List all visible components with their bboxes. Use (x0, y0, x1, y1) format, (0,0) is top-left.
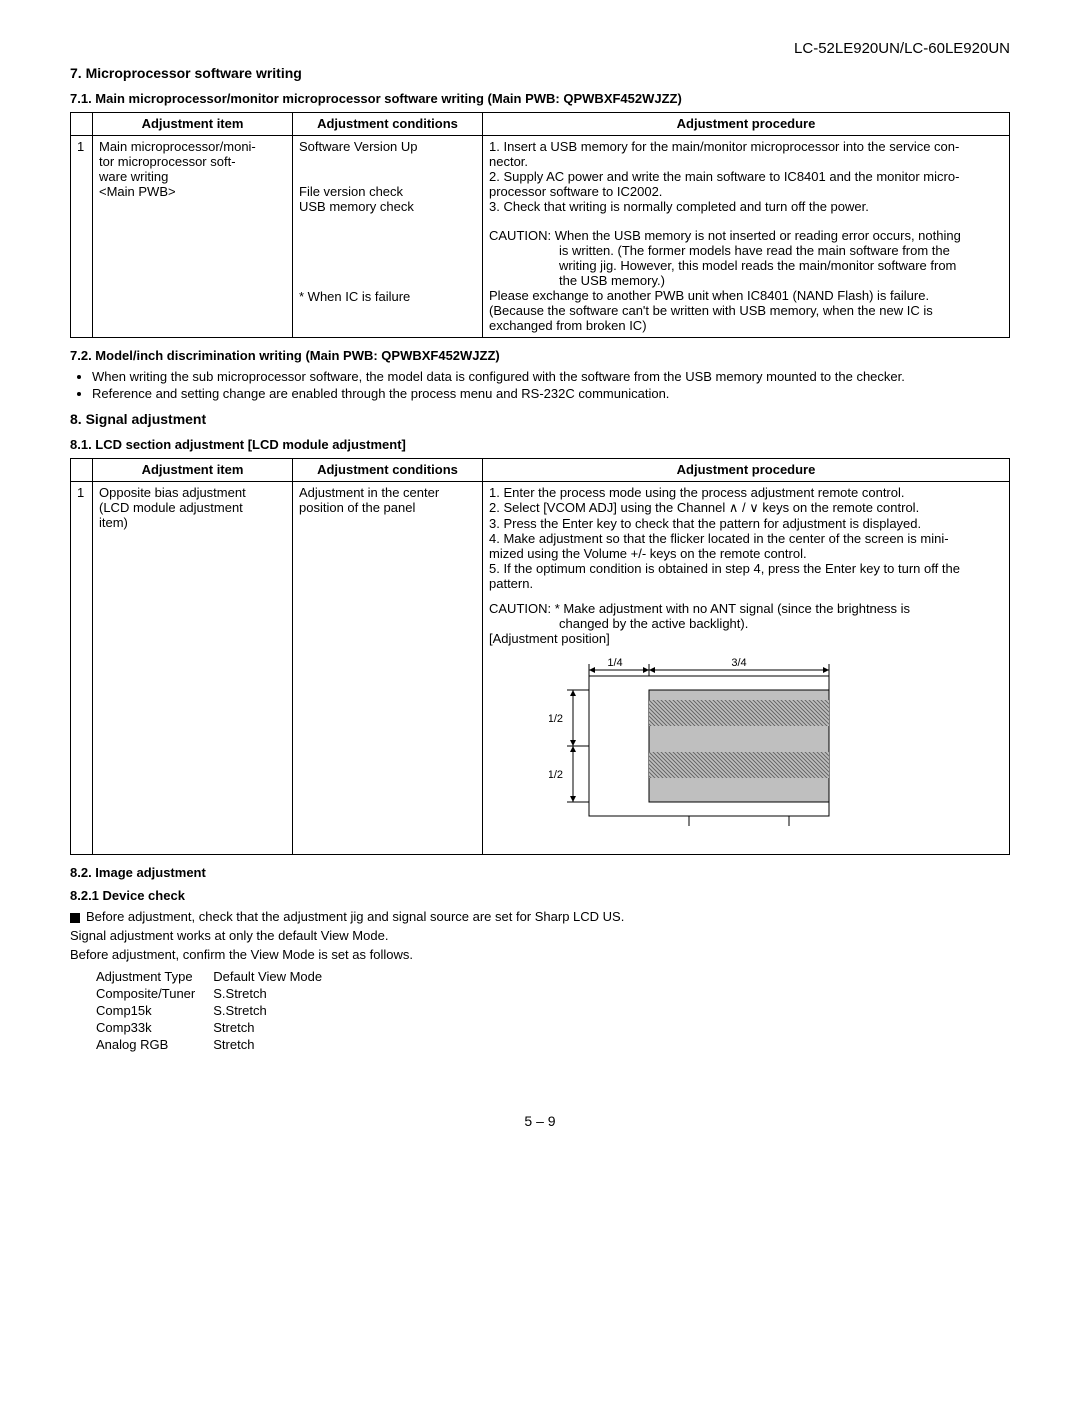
table-row: Adjustment TypeDefault View Mode (96, 968, 340, 985)
bullet-list-7-2: When writing the sub microprocessor soft… (70, 369, 1010, 401)
table-row: Comp33kStretch (96, 1019, 340, 1036)
section-8-1-title: 8.1. LCD section adjustment [LCD module … (70, 437, 1010, 452)
section-7-1-title: 7.1. Main microprocessor/monitor micropr… (70, 91, 1010, 106)
device-check-line2: Signal adjustment works at only the defa… (70, 928, 1010, 943)
label-half-1: 1/2 (549, 713, 563, 725)
table-row: 1 Main microprocessor/moni- tor micropro… (71, 136, 1010, 338)
model-header: LC-52LE920UN/LC-60LE920UN (70, 40, 1010, 57)
cell-num: 1 (71, 136, 93, 338)
table-row: Comp15kS.Stretch (96, 1002, 340, 1019)
list-item: When writing the sub microprocessor soft… (92, 369, 1010, 384)
page-footer: 5 – 9 (70, 1113, 1010, 1129)
table-row: Analog RGBStretch (96, 1036, 340, 1053)
th-item: Adjustment item (93, 459, 293, 482)
section-8-2-1-title: 8.2.1 Device check (70, 888, 1010, 903)
section-7-2-title: 7.2. Model/inch discrimination writing (… (70, 348, 1010, 363)
device-check-line1: Before adjustment, check that the adjust… (70, 909, 1010, 924)
cell-cond: Adjustment in the center position of the… (293, 482, 483, 855)
label-3-4: 3/4 (731, 657, 746, 669)
cell-cond: Software Version Up File version check U… (293, 136, 483, 338)
th-proc: Adjustment procedure (483, 113, 1010, 136)
th-num (71, 459, 93, 482)
square-bullet-icon (70, 913, 80, 923)
th-cond: Adjustment conditions (293, 113, 483, 136)
th-item: Adjustment item (93, 113, 293, 136)
section-8-2-title: 8.2. Image adjustment (70, 865, 1010, 880)
cell-proc: 1. Insert a USB memory for the main/moni… (483, 136, 1010, 338)
cell-item: Opposite bias adjustment (LCD module adj… (93, 482, 293, 855)
device-check-line3: Before adjustment, confirm the View Mode… (70, 947, 1010, 962)
cell-num: 1 (71, 482, 93, 855)
label-1-4: 1/4 (607, 657, 622, 669)
th-proc: Adjustment procedure (483, 459, 1010, 482)
cell-item: Main microprocessor/moni- tor microproce… (93, 136, 293, 338)
view-mode-table: Adjustment TypeDefault View Mode Composi… (96, 968, 340, 1053)
section-7-title: 7. Microprocessor software writing (70, 65, 1010, 81)
th-cond: Adjustment conditions (293, 459, 483, 482)
diagram-svg: 1/4 3/4 (549, 656, 889, 846)
adjustment-position-diagram: 1/4 3/4 (549, 656, 1003, 846)
cell-proc: 1. Enter the process mode using the proc… (483, 482, 1010, 855)
table-row: 1 Opposite bias adjustment (LCD module a… (71, 482, 1010, 855)
table-7-1: Adjustment item Adjustment conditions Ad… (70, 112, 1010, 338)
label-half-2: 1/2 (549, 769, 563, 781)
list-item: Reference and setting change are enabled… (92, 386, 1010, 401)
table-row: Composite/TunerS.Stretch (96, 985, 340, 1002)
th-num (71, 113, 93, 136)
table-8-1: Adjustment item Adjustment conditions Ad… (70, 458, 1010, 855)
section-8-title: 8. Signal adjustment (70, 411, 1010, 427)
